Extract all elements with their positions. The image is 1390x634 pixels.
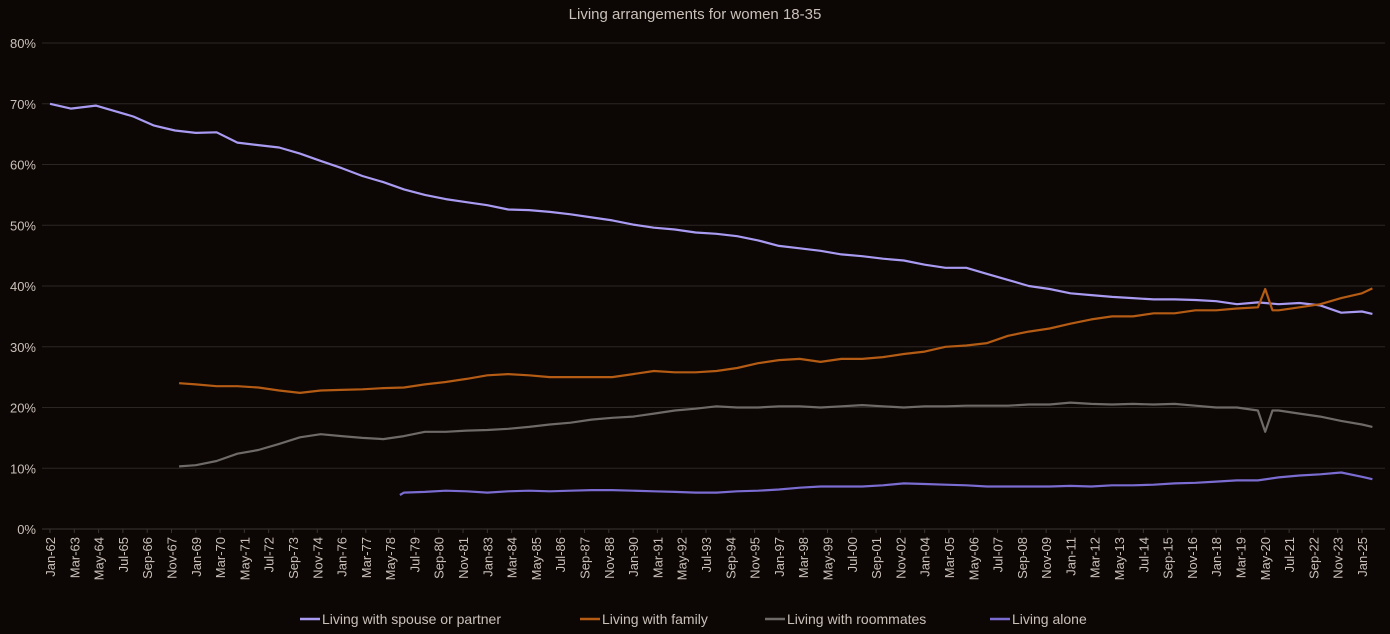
x-tick-label: May-06 [966, 537, 981, 580]
x-tick-label: May-13 [1112, 537, 1127, 580]
legend-label: Living with spouse or partner [322, 611, 501, 627]
legend-item: Living with spouse or partner [300, 611, 501, 627]
x-tick-label: Jul-93 [699, 537, 714, 572]
legend-item: Living alone [990, 611, 1087, 627]
series-line-living-with-family [179, 287, 1373, 394]
legend-item: Living with roommates [765, 611, 926, 627]
x-tick-label: Jul-00 [845, 537, 860, 572]
x-axis: Jan-62 Mar-63 May-64 Jul-65 Sep-66 Nov-67 Jan-… [43, 529, 1370, 580]
x-tick-label: Mar-77 [359, 537, 374, 578]
x-tick-label: Jan-83 [480, 537, 495, 577]
x-tick-label: May-85 [529, 537, 544, 580]
x-tick-label: Jul-14 [1136, 537, 1151, 572]
x-tick-label: Nov-23 [1331, 537, 1346, 579]
legend-label: Living alone [1012, 611, 1087, 627]
x-tick-label: Mar-12 [1088, 537, 1103, 578]
y-tick-label: 20% [10, 401, 36, 416]
x-tick-label: Jul-07 [991, 537, 1006, 572]
x-tick-label: Jul-65 [116, 537, 131, 572]
y-tick-label: 80% [10, 36, 36, 51]
x-tick-label: Jul-86 [553, 537, 568, 572]
series-line-living-with-roommates [179, 401, 1373, 468]
x-tick-label: May-20 [1258, 537, 1273, 580]
x-tick-label: Mar-91 [650, 537, 665, 578]
x-tick-label: Jul-79 [407, 537, 422, 572]
x-tick-label: Sep-87 [578, 537, 593, 579]
x-tick-label: Sep-94 [723, 537, 738, 579]
x-tick-label: May-92 [675, 537, 690, 580]
x-tick-label: Mar-70 [213, 537, 228, 578]
y-tick-label: 10% [10, 461, 36, 476]
x-tick-label: Jul-72 [262, 537, 277, 572]
y-tick-label: 70% [10, 97, 36, 112]
x-tick-label: Sep-80 [432, 537, 447, 579]
x-tick-label: Jan-76 [335, 537, 350, 577]
x-tick-label: Sep-01 [869, 537, 884, 579]
y-axis: 0% 10% 20% 30% 40% 50% 60% 70% 80% [10, 36, 36, 537]
x-tick-label: Jan-11 [1063, 537, 1078, 576]
x-tick-label: Mar-98 [796, 537, 811, 578]
x-tick-label: Sep-73 [286, 537, 301, 579]
legend: Living with spouse or partner Living with… [300, 611, 1087, 627]
x-tick-label: Jan-69 [189, 537, 204, 577]
x-tick-label: Mar-63 [67, 537, 82, 578]
gridlines [42, 42, 1385, 530]
x-tick-label: Mar-05 [942, 537, 957, 578]
x-tick-label: Nov-88 [602, 537, 617, 579]
x-tick-label: Jan-97 [772, 537, 787, 577]
y-tick-label: 40% [10, 279, 36, 294]
x-tick-label: Nov-16 [1185, 537, 1200, 579]
x-tick-label: Nov-02 [893, 537, 908, 579]
x-tick-label: Nov-74 [310, 537, 325, 579]
x-tick-label: May-71 [237, 537, 252, 580]
x-tick-label: Jul-21 [1282, 537, 1297, 572]
x-tick-label: Sep-08 [1015, 537, 1030, 579]
x-tick-label: Nov-09 [1039, 537, 1054, 579]
x-tick-label: Mar-84 [505, 537, 520, 578]
series-line-living-alone [399, 471, 1373, 496]
x-tick-label: Jan-90 [626, 537, 641, 577]
x-tick-label: May-78 [383, 537, 398, 580]
y-tick-label: 30% [10, 340, 36, 355]
chart-title: Living arrangements for women 18-35 [569, 6, 822, 23]
x-tick-label: Jan-18 [1209, 537, 1224, 577]
x-tick-label: May-64 [92, 537, 107, 580]
x-tick-label: Nov-67 [164, 537, 179, 579]
series-lines [49, 102, 1373, 496]
y-tick-label: 0% [17, 522, 36, 537]
x-tick-label: Nov-95 [748, 537, 763, 579]
x-tick-label: Jan-04 [918, 537, 933, 577]
y-tick-label: 60% [10, 158, 36, 173]
x-tick-label: Jan-62 [43, 537, 58, 577]
x-tick-label: May-99 [820, 537, 835, 580]
y-tick-label: 50% [10, 218, 36, 233]
legend-label: Living with roommates [787, 611, 926, 627]
x-tick-label: Sep-22 [1306, 537, 1321, 579]
legend-label: Living with family [602, 611, 708, 627]
x-tick-label: Sep-15 [1161, 537, 1176, 579]
x-tick-label: Sep-66 [140, 537, 155, 579]
legend-item: Living with family [580, 611, 708, 627]
x-tick-label: Mar-19 [1234, 537, 1249, 578]
series-line-living-with-spouse-or-partner [49, 102, 1373, 315]
x-tick-label: Nov-81 [456, 537, 471, 579]
x-tick-label: Jan-25 [1355, 537, 1370, 577]
